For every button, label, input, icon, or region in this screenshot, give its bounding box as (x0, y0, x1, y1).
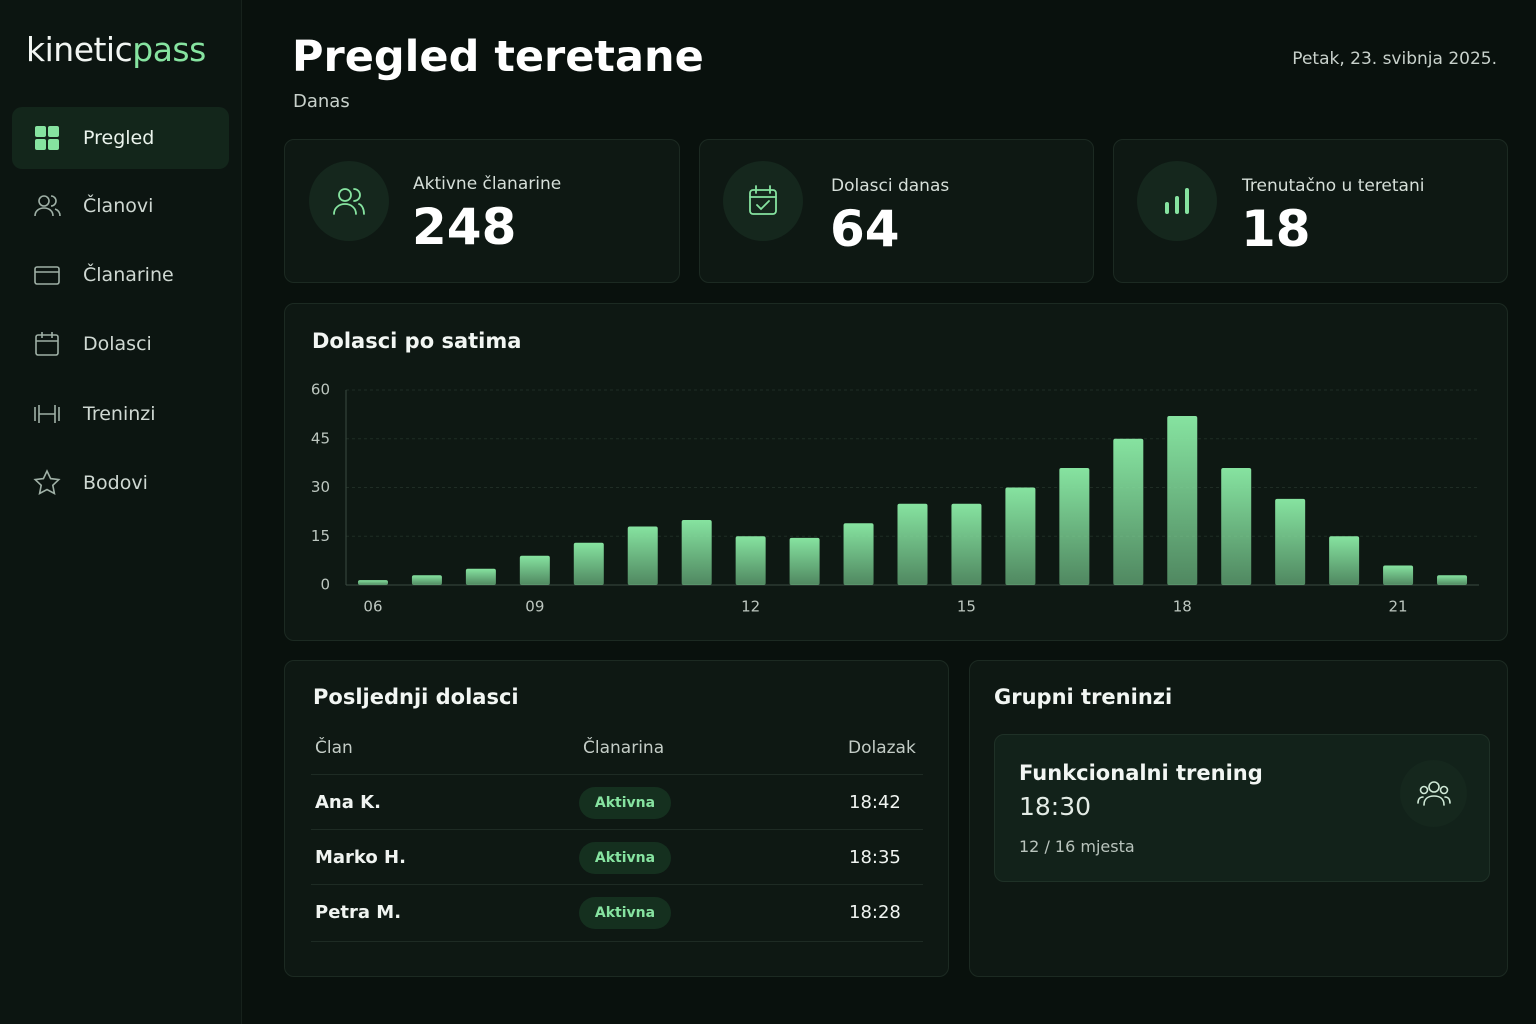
bar (465, 568, 496, 585)
bar (1383, 565, 1414, 585)
nav-label: Članarine (83, 264, 174, 286)
bar (411, 575, 442, 585)
class-name: Funkcionalni trening (1019, 761, 1263, 785)
divider (311, 884, 923, 885)
bar (1113, 438, 1144, 585)
member: Petra M. (315, 902, 402, 923)
stat-card: Dolasci danas 64 (699, 139, 1094, 283)
nav-label: Bodovi (83, 472, 148, 494)
x-tick-label: 12 (741, 598, 760, 616)
bar (1221, 468, 1252, 585)
stat-value: 18 (1241, 200, 1311, 258)
bar (1275, 498, 1306, 585)
nav-label: Pregled (83, 127, 155, 149)
nav-item[interactable]: Treninzi (12, 383, 229, 445)
bar (1005, 487, 1036, 585)
stat-icon (309, 161, 389, 241)
nav-item[interactable]: Pregled (12, 107, 229, 169)
stat-value: 64 (830, 200, 900, 258)
status-badge: Aktivna (579, 897, 671, 929)
divider (311, 774, 923, 775)
sidebar: kineticpass Pregled Članovi Članarine Do… (0, 0, 242, 1024)
y-tick-label: 30 (311, 478, 330, 496)
card-title: Posljednji dolasci (313, 685, 519, 709)
page-title: Pregled teretane (292, 32, 704, 82)
date: Petak, 23. svibnja 2025. (1292, 49, 1497, 69)
y-tick-label: 45 (311, 429, 330, 447)
bar (1167, 416, 1198, 585)
x-tick-label: 09 (525, 598, 544, 616)
column-header: Članarina (583, 738, 665, 758)
bar (357, 580, 388, 585)
stat-label: Trenutačno u teretani (1242, 176, 1425, 196)
bar (951, 503, 982, 585)
status-badge: Aktivna (579, 842, 671, 874)
nav-item[interactable]: Članovi (12, 175, 229, 237)
class-icon (1400, 760, 1467, 827)
status-badge: Aktivna (579, 787, 671, 819)
divider (311, 941, 923, 942)
page-subtitle: Danas (293, 91, 350, 112)
class-time: 18:30 (1019, 792, 1092, 821)
brand-part: kinetic (26, 30, 133, 69)
brand: kineticpass (26, 30, 206, 69)
bar (1437, 575, 1468, 585)
stat-icon (723, 161, 803, 241)
class-item[interactable]: Funkcionalni trening 18:30 12 / 16 mjest… (994, 734, 1490, 882)
bar (735, 536, 766, 585)
recent-card: Posljednji dolasci Član Članarina Dolaza… (284, 660, 949, 977)
bar (519, 555, 550, 585)
x-tick-label: 18 (1173, 598, 1192, 616)
chart-title: Dolasci po satima (312, 329, 521, 353)
y-tick-label: 15 (311, 527, 330, 545)
nav-item[interactable]: Dolasci (12, 313, 229, 375)
x-tick-label: 21 (1389, 598, 1408, 616)
nav-label: Treninzi (83, 403, 156, 425)
time: 18:28 (849, 902, 901, 923)
bar (681, 520, 712, 585)
class-capacity: 12 / 16 mjesta (1019, 837, 1135, 856)
divider (311, 829, 923, 830)
nav-item[interactable]: Članarine (12, 244, 229, 306)
x-tick-label: 06 (363, 598, 382, 616)
card-title: Grupni treninzi (994, 685, 1173, 709)
bar (897, 503, 928, 585)
bar (573, 542, 604, 585)
member: Ana K. (315, 792, 381, 813)
column-header: Dolazak (848, 738, 916, 758)
y-tick-label: 0 (320, 576, 330, 594)
x-tick-label: 15 (957, 598, 976, 616)
column-header: Član (315, 738, 353, 758)
bar (843, 523, 874, 585)
nav-label: Članovi (83, 195, 154, 217)
bar (1059, 468, 1090, 585)
stat-label: Aktivne članarine (413, 174, 562, 194)
chart-card: Dolasci po satima 0 15 30 45 60 06 09 12 15 18 21 (284, 303, 1508, 641)
stat-card: Trenutačno u teretani 18 (1113, 139, 1508, 283)
time: 18:35 (849, 847, 901, 868)
stat-label: Dolasci danas (831, 176, 950, 196)
brand-part: pass (132, 30, 206, 69)
stat-icon (1137, 161, 1217, 241)
stat-card: Aktivne članarine 248 (284, 139, 680, 283)
classes-card: Grupni treninzi Funkcionalni trening 18:… (969, 660, 1508, 977)
nav-item[interactable]: Bodovi (12, 452, 229, 514)
nav-label: Dolasci (83, 333, 152, 355)
time: 18:42 (849, 792, 901, 813)
chart: Dolasci po satima 0 15 30 45 60 06 09 12 15 18 21 (311, 329, 1479, 616)
y-tick-label: 60 (311, 381, 330, 399)
bar (627, 526, 658, 585)
stat-value: 248 (412, 198, 517, 256)
member: Marko H. (315, 847, 406, 868)
bar (1329, 536, 1360, 585)
bar (789, 537, 820, 585)
